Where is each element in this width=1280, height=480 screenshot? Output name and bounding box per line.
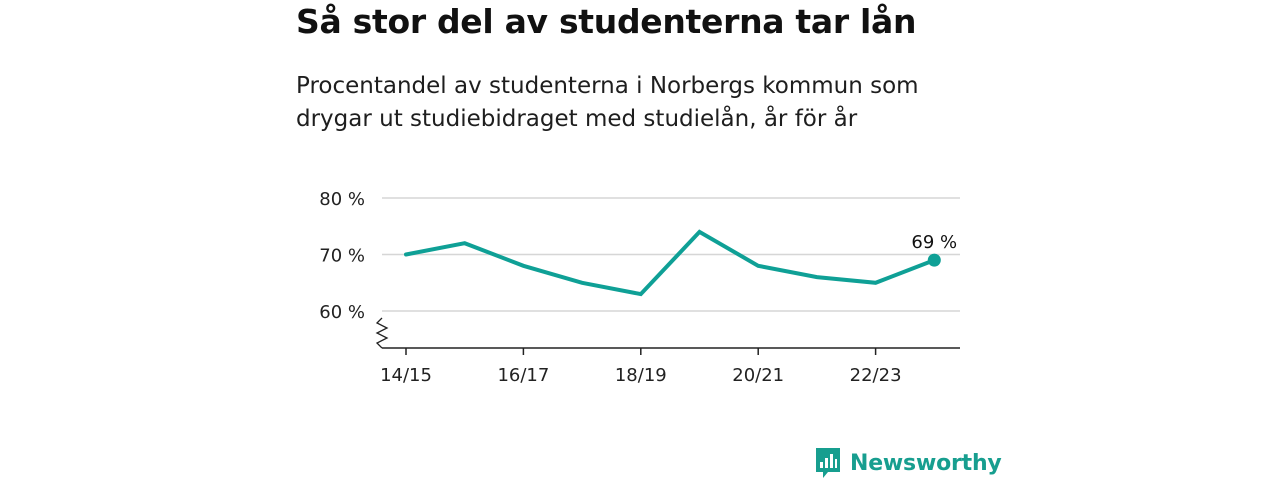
gridlines (382, 197, 960, 312)
x-tick-label: 16/17 (497, 365, 549, 386)
x-tick-label: 20/21 (732, 365, 784, 386)
brand-logo: Newsworthy (814, 446, 1002, 480)
x-tick-label: 22/23 (850, 365, 902, 386)
x-axis: 14/15 16/17 18/19 20/21 22/23 (375, 317, 960, 386)
y-tick-label: 60 % (319, 302, 365, 323)
x-tick-label: 18/19 (615, 365, 667, 386)
line-chart: 80 % 70 % 60 % 14/15 16/17 18/19 20/21 22/23 6… (319, 189, 960, 386)
end-value-label: 69 % (911, 232, 957, 253)
last-point-marker (927, 253, 941, 267)
bar-chart-icon (816, 448, 840, 478)
chart-title: Så stor del av studenterna tar lån (296, 2, 917, 41)
series-line (404, 229, 937, 297)
y-tick-label: 80 % (319, 189, 365, 210)
brand-name: Newsworthy (850, 450, 1002, 476)
x-tick-label: 14/15 (380, 365, 432, 386)
y-axis-ticks: 80 % 70 % 60 % (319, 189, 365, 323)
series-layer: 69 % (404, 229, 957, 297)
y-tick-label: 70 % (319, 246, 365, 267)
chart-subtitle: Procentandel av studenterna i Norbergs k… (296, 73, 919, 132)
axis-break-icon (375, 317, 389, 349)
